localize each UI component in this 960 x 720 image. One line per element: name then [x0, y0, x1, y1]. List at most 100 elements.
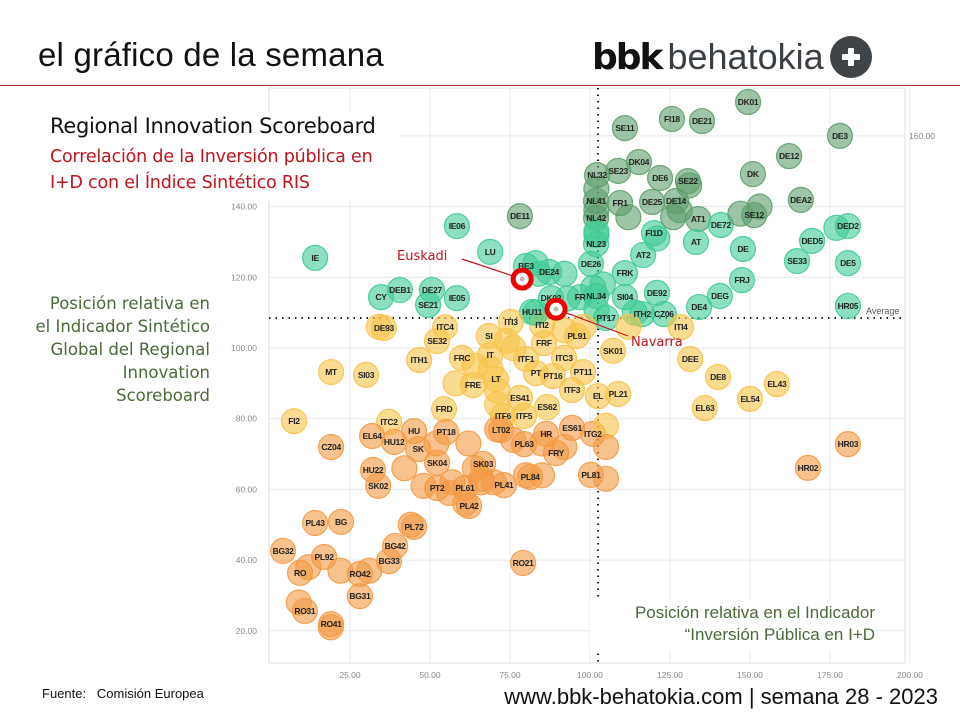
x-tick-label: 25.00 [339, 670, 361, 680]
data-point [658, 105, 686, 133]
data-point [302, 244, 329, 271]
data-point [356, 557, 383, 584]
point-label: FRJ [734, 275, 750, 285]
point-label: HR02 [798, 463, 819, 473]
brand-logo: bbk behatokia [592, 34, 872, 80]
point-label: HU22 [363, 465, 384, 475]
data-point [423, 430, 450, 457]
data-point [728, 267, 756, 294]
point-label: ITF6 [495, 411, 512, 421]
data-point [285, 589, 312, 616]
point-label: LT02 [492, 425, 511, 435]
data-point [280, 408, 308, 435]
point-label: AT1 [691, 214, 706, 224]
data-point [676, 172, 703, 199]
point-label: DK04 [629, 157, 650, 167]
data-point [646, 164, 674, 192]
data-point [461, 352, 488, 379]
data-point [410, 472, 437, 499]
point-label: NL41 [586, 196, 606, 206]
data-point [318, 358, 345, 386]
point-label: DEE [682, 354, 699, 364]
point-label: MT [325, 367, 338, 377]
x-tick-label: 125.00 [657, 670, 683, 680]
point-label: CY [375, 292, 387, 302]
point-label: FI2 [288, 416, 300, 426]
point-label: ES61 [562, 423, 582, 433]
point-label: LT [491, 374, 501, 384]
point-label: EL [593, 391, 603, 401]
point-label: DE26 [581, 259, 602, 269]
data-point [551, 433, 578, 461]
point-label: DEA2 [790, 195, 812, 205]
point-label: NL32 [587, 170, 607, 180]
data-point [667, 314, 694, 341]
point-label: PL81 [581, 470, 601, 480]
data-point [746, 193, 773, 220]
point-label: SI04 [617, 292, 634, 302]
point-label: NL42 [586, 213, 606, 223]
point-label: HU11 [522, 307, 543, 317]
data-point [391, 455, 418, 482]
point-label: PT16 [543, 371, 563, 381]
chart-title: Regional Innovation Scoreboard [50, 114, 376, 138]
navarra-label: Navarra [631, 335, 683, 350]
point-label: ITI3 [504, 317, 518, 327]
data-point [707, 211, 734, 239]
data-point [682, 228, 710, 256]
point-label: AT2 [636, 250, 651, 260]
data-point [823, 214, 850, 241]
point-label: PT11 [574, 367, 593, 377]
y-tick-label: 40.00 [236, 555, 258, 565]
data-point [783, 247, 811, 275]
data-point [477, 238, 504, 265]
data-point [660, 204, 687, 231]
data-point [592, 433, 620, 461]
y-tick-label: 140.00 [231, 202, 257, 212]
data-point [302, 509, 329, 537]
point-label: SE11 [615, 123, 635, 133]
data-point [317, 614, 344, 641]
data-point [295, 554, 322, 581]
point-label: NL23 [586, 239, 606, 249]
point-label: FRK [617, 268, 635, 278]
point-label: ITI2 [535, 320, 549, 330]
x-axis-label: Posición relativa en el Indicador “Inver… [590, 600, 875, 650]
point-label: ITC2 [380, 417, 398, 427]
point-label: PL41 [494, 480, 514, 490]
point-label: CZ06 [654, 309, 674, 319]
point-label: RO31 [294, 606, 316, 616]
data-point [677, 345, 704, 373]
data-point [583, 221, 610, 248]
logo-text: behatokia [667, 36, 824, 77]
x-tick-label: 200.00 [897, 670, 923, 680]
data-point [510, 402, 538, 429]
point-label: SE12 [744, 210, 764, 220]
data-point [739, 160, 766, 188]
data-point [530, 329, 558, 357]
x-tick-label: 100.00 [577, 670, 603, 680]
point-label: ES62 [537, 402, 557, 412]
point-label: DE [737, 244, 749, 254]
point-label: DE21 [692, 116, 713, 126]
point-label: RO41 [321, 619, 343, 629]
y-tick-label: 20.00 [236, 626, 258, 636]
data-point [318, 433, 345, 461]
point-label: PT [531, 368, 542, 378]
data-point [443, 285, 470, 312]
point-label: LU [485, 247, 496, 257]
data-point [826, 122, 854, 149]
point-label: RO42 [349, 569, 371, 579]
point-label: PL43 [306, 518, 326, 528]
data-point [442, 370, 469, 397]
point-label: SE21 [418, 300, 438, 310]
point-label: HU12 [384, 437, 405, 447]
data-point [528, 462, 556, 489]
chart-subtitle: Correlación de la Inversión pública en I… [50, 147, 373, 193]
data-point [798, 227, 826, 254]
website-footer: www.bbk-behatokia.com | semana 28 - 2023 [504, 684, 938, 709]
point-label: EL64 [363, 431, 383, 441]
point-label: SK03 [473, 459, 494, 469]
point-label: BG31 [349, 591, 371, 601]
point-label: SK [413, 444, 425, 454]
